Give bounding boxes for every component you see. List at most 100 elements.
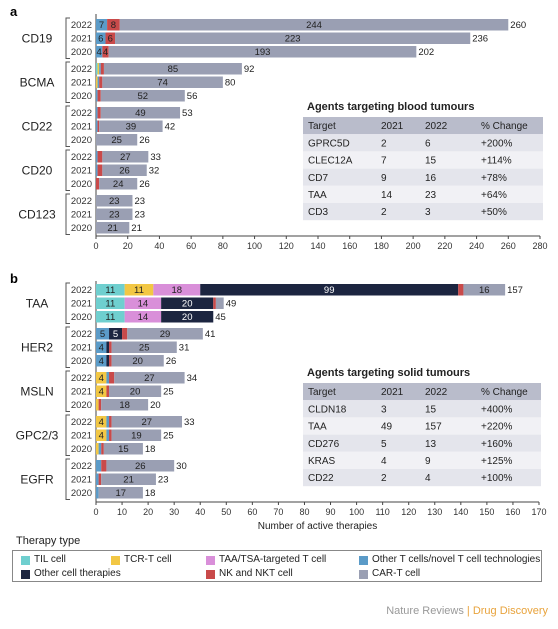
bar-segment-other_cell xyxy=(106,341,110,353)
table-row-bg xyxy=(303,185,543,203)
bar-segment-car xyxy=(100,107,181,119)
year-label: 2022 xyxy=(71,20,92,31)
bar-segment-nk xyxy=(97,107,101,119)
x-tick-label: 220 xyxy=(437,241,452,251)
legend-swatch-til xyxy=(21,556,30,565)
bar-total-label: 23 xyxy=(158,475,169,486)
year-label: 2020 xyxy=(71,444,92,455)
table-cell: +114% xyxy=(481,156,512,167)
bar-segment-car xyxy=(103,443,143,455)
segment-value-label: 6 xyxy=(108,34,113,45)
target-bracket xyxy=(65,61,70,103)
segment-value-label: 15 xyxy=(118,444,129,455)
segment-value-label: 24 xyxy=(113,179,124,190)
x-tick-label: 20 xyxy=(143,507,153,517)
bar-total-label: 92 xyxy=(244,64,255,75)
bar-segment-other_t xyxy=(97,76,100,88)
bar-segment-car xyxy=(101,473,156,485)
bar-segment-tcr xyxy=(96,372,107,384)
legend-swatch-taa xyxy=(206,556,215,565)
x-tick-label: 40 xyxy=(154,241,164,251)
table-cell: +64% xyxy=(481,190,507,201)
segment-value-label: 26 xyxy=(135,461,146,472)
segment-value-label: 99 xyxy=(324,285,335,296)
legend-label-til: TIL cell xyxy=(34,554,66,565)
x-tick-label: 140 xyxy=(453,507,468,517)
segment-value-label: 85 xyxy=(168,64,179,75)
bar-segment-nk xyxy=(96,178,100,190)
year-label: 2022 xyxy=(71,329,92,340)
year-label: 2022 xyxy=(71,196,92,207)
bar-segment-nk xyxy=(109,429,112,441)
table-cell: CD7 xyxy=(308,173,328,184)
segment-value-label: 193 xyxy=(255,47,271,58)
bar-segment-car xyxy=(101,399,149,411)
target-bracket xyxy=(65,370,70,412)
x-tick-label: 90 xyxy=(326,507,336,517)
segment-value-label: 4 xyxy=(99,373,104,384)
x-tick-label: 200 xyxy=(406,241,421,251)
table-cell: GPRC5D xyxy=(308,138,350,149)
year-label: 2022 xyxy=(71,417,92,428)
table-row-bg xyxy=(303,451,541,469)
target-bracket xyxy=(65,414,70,456)
panel-b-letter: b xyxy=(10,271,18,286)
target-bracket xyxy=(65,193,70,235)
bar-segment-car xyxy=(114,372,185,384)
bar-segment-tcr xyxy=(97,63,100,75)
bar-total-label: 21 xyxy=(131,223,142,234)
bar-segment-other_t xyxy=(96,460,102,472)
bar-total-label: 26 xyxy=(166,356,177,367)
table-header-cell: 2022 xyxy=(425,387,448,398)
year-label: 2020 xyxy=(71,179,92,190)
bar-segment-nk xyxy=(458,284,464,296)
segment-value-label: 23 xyxy=(109,196,120,207)
bar-segment-nk xyxy=(97,151,103,163)
x-tick-label: 130 xyxy=(427,507,442,517)
segment-value-label: 29 xyxy=(160,329,171,340)
segment-value-label: 20 xyxy=(132,356,143,367)
table-cell: TAA xyxy=(308,190,327,201)
segment-value-label: 27 xyxy=(144,373,155,384)
table-row-bg xyxy=(303,417,541,435)
bar-segment-nk xyxy=(100,63,104,75)
bar-segment-nk xyxy=(106,385,110,397)
bar-segment-other_cell xyxy=(109,328,123,340)
bar-segment-car xyxy=(99,120,163,132)
year-label: 2022 xyxy=(71,108,92,119)
table-cell: CD276 xyxy=(308,439,340,450)
bar-segment-car xyxy=(111,416,182,428)
x-tick-label: 120 xyxy=(401,507,416,517)
table-header-cell: Target xyxy=(308,121,336,132)
year-label: 2021 xyxy=(71,475,92,486)
panel-b-chart: 0 10 20 30 40 50 60 70 80 90 100 110 120 130 140 150 160… xyxy=(16,281,547,532)
bar-segment-nk xyxy=(101,443,104,455)
segment-value-label: 27 xyxy=(120,152,131,163)
x-tick-label: 80 xyxy=(299,507,309,517)
year-label: 2020 xyxy=(71,91,92,102)
bar-segment-car xyxy=(96,222,130,234)
table-cell: 4 xyxy=(381,456,387,467)
bar-segment-car xyxy=(127,328,203,340)
bar-segment-nk xyxy=(98,399,102,411)
table-cell: +125% xyxy=(481,456,513,467)
segment-value-label: 5 xyxy=(113,329,118,340)
table-row-bg xyxy=(303,134,543,152)
segment-value-label: 21 xyxy=(123,475,134,486)
segment-value-label: 11 xyxy=(105,312,115,323)
segment-value-label: 18 xyxy=(119,400,130,411)
bar-segment-other_t xyxy=(96,487,99,499)
bar-total-label: 23 xyxy=(134,210,145,221)
segment-value-label: 4 xyxy=(99,387,104,398)
bar-segment-other_t xyxy=(99,63,101,75)
segment-value-label: 21 xyxy=(107,223,118,234)
target-label: BCMA xyxy=(20,75,55,89)
x-tick-label: 10 xyxy=(117,507,127,517)
bar-segment-nk xyxy=(98,473,102,485)
segment-value-label: 4 xyxy=(99,356,104,367)
panel-a-letter: a xyxy=(10,4,18,19)
x-tick-label: 20 xyxy=(123,241,133,251)
table-cell: 7 xyxy=(381,156,387,167)
bar-segment-til xyxy=(96,284,125,296)
bar-segment-other_t xyxy=(96,107,98,119)
